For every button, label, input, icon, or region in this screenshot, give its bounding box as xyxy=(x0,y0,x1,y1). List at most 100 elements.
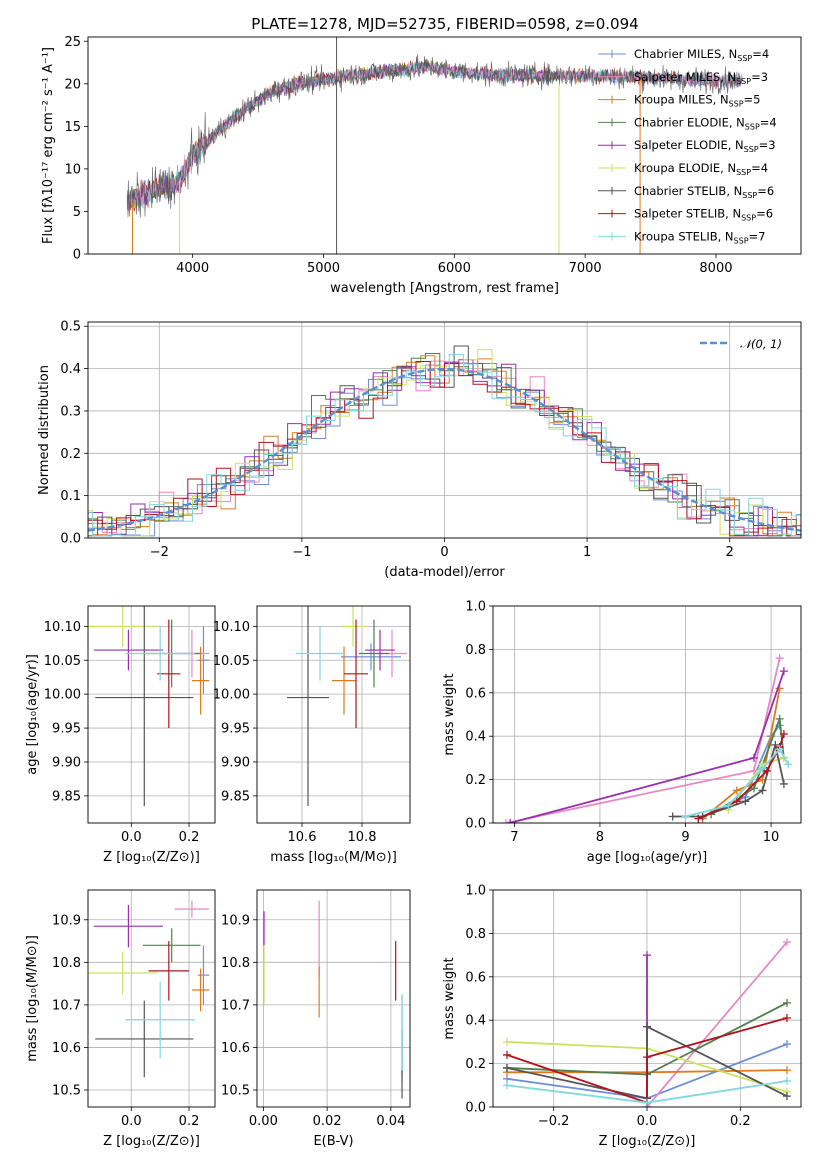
errorbar-kroupa-elodie xyxy=(88,951,158,995)
mass_vs_Z-frame xyxy=(87,889,216,1108)
errorbar-salpeter-stelib xyxy=(344,619,368,729)
mass_vs_Z-ytick-label: 10.8 xyxy=(52,956,81,971)
mass-vs-ebv-panel: 0.00 0.02 0.04 10.5 10.6 10.7 10.8 10.9 E(B-V) xyxy=(221,889,411,1149)
weights_vs_Z-ytick-label: 0.6 xyxy=(465,970,486,985)
residuals-xlabel: (data-model)/error xyxy=(384,565,505,580)
weight-point-chabrier-stelib xyxy=(771,740,780,749)
legend-label-kroupa-elodie: Kroupa ELODIE, NSSP=4 xyxy=(634,161,768,177)
spectrum-ytick-label: 0 xyxy=(73,248,81,263)
legend-subscript: SSP xyxy=(736,168,751,177)
mass_vs_Z-xtick-label: 0.0 xyxy=(121,1114,142,1129)
weight-point-kroupa-elodie xyxy=(503,1037,511,1046)
spectrum-xtick-label: 4000 xyxy=(176,261,209,276)
weight-point-salpeter-stelib xyxy=(783,1014,791,1023)
errorbar-salpeter-elodie xyxy=(365,629,395,671)
legend-count: =4 xyxy=(751,161,768,175)
mass_vs_ebv-ytick-label: 10.8 xyxy=(221,956,250,971)
age_vs_mass-xlabel: mass [log₁₀(M/M⊙)] xyxy=(270,850,397,865)
spectrum-frame xyxy=(87,36,802,255)
age_vs_Z-ytick-label: 9.85 xyxy=(52,789,81,804)
errorbar-kroupa-stelib xyxy=(296,626,344,681)
weight-point-kroupa-stelib xyxy=(503,1081,511,1090)
legend-normal-label: 𝒩(0, 1) xyxy=(740,337,782,351)
legend-text: Kroupa ELODIE, N xyxy=(634,161,736,175)
spectrum-xlabel: wavelength [Angstrom, rest frame] xyxy=(330,281,559,296)
weight-line-salpeter-miles xyxy=(646,941,788,1107)
legend-text: Salpeter ELODIE, N xyxy=(634,138,744,152)
weights_vs_age-ytick-label: 0.2 xyxy=(465,773,486,788)
weight-point-kroupa-stelib xyxy=(681,812,690,821)
errorbar-chabrier-stelib xyxy=(95,606,194,807)
histogram-salpeter-stelib xyxy=(88,361,801,537)
age_vs_Z-ylabel: age [log₁₀(age/yr)] xyxy=(25,654,40,775)
mass_vs_Z-ticks: 0.0 0.2 10.5 10.6 10.7 10.8 10.9 xyxy=(52,913,199,1129)
weight-point-salpeter-stelib xyxy=(694,814,703,823)
age_vs_Z-ytick-label: 10.05 xyxy=(44,654,81,669)
mass_vs_Z-errorbars xyxy=(88,900,210,1078)
weight-point-kroupa-miles xyxy=(732,786,741,795)
age_vs_Z-grid xyxy=(88,606,215,823)
errorbar-chabrier-miles xyxy=(197,945,210,1005)
age_vs_mass-ytick-label: 10.05 xyxy=(213,654,250,669)
legend-subscript: SSP xyxy=(744,145,759,154)
weight-point-chabrier-elodie xyxy=(783,998,791,1007)
weights_vs_age-xlabel: age [log₁₀(age/yr)] xyxy=(587,850,708,865)
weights_vs_Z-xtick-label: −0.2 xyxy=(538,1114,570,1129)
weights_vs_age-xtick-label: 9 xyxy=(681,830,689,845)
weight-point-salpeter-stelib xyxy=(643,1053,651,1062)
legend-label-salpeter-elodie: Salpeter ELODIE, NSSP=3 xyxy=(634,138,776,154)
weight-point-chabrier-stelib xyxy=(783,1092,791,1101)
errorbar-salpeter-elodie xyxy=(93,629,164,671)
mass_vs_ebv-ytick-label: 10.7 xyxy=(221,998,250,1013)
age_vs_Z-ytick-label: 9.90 xyxy=(52,755,81,770)
errorbar-chabrier-miles xyxy=(197,626,210,695)
residuals-ytick-label: 0.1 xyxy=(60,489,81,504)
legend-text: Chabrier MILES, N xyxy=(634,47,737,61)
weight-point-kroupa-stelib xyxy=(775,745,784,754)
age_vs_mass-frame xyxy=(256,605,411,824)
weights_vs_Z-frame xyxy=(492,889,802,1108)
residuals-ticks: −2 −1 0 1 2 0.0 0.1 0.2 0.3 0.4 0.5 xyxy=(60,320,734,560)
legend-count: =4 xyxy=(760,115,777,129)
legend-subscript: SSP xyxy=(729,100,744,109)
weight-point-chabrier-stelib xyxy=(643,1022,651,1031)
weights_vs_age-xtick-label: 7 xyxy=(510,830,518,845)
weight-point-salpeter-elodie xyxy=(779,667,788,676)
spectrum-xtick-label: 8000 xyxy=(699,261,732,276)
spectrum-ticks: 4000 5000 6000 7000 8000 0 5 10 15 20 25 xyxy=(64,35,732,276)
mass_vs_ebv-frame xyxy=(256,889,411,1108)
histogram-kroupa-stelib xyxy=(88,354,801,537)
legend-label-chabrier-stelib: Chabrier STELIB, NSSP=6 xyxy=(634,184,774,200)
residuals-ytick-label: 0.3 xyxy=(60,404,81,419)
mass_vs_Z-xlabel: Z [log₁₀(Z/Z⊙)] xyxy=(103,1134,200,1149)
legend-count: =5 xyxy=(744,93,761,107)
weight-point-salpeter-miles xyxy=(783,938,791,947)
legend-label-salpeter-miles: Salpeter MILES, NSSP=3 xyxy=(634,70,768,86)
weights_vs_Z-lines xyxy=(503,938,791,1107)
errorbar-chabrier-elodie xyxy=(359,619,389,688)
spectrum-ytick-label: 20 xyxy=(64,77,81,92)
weight-point-chabrier-elodie xyxy=(775,714,784,723)
age-vs-metallicity-panel: 0.0 0.2 9.85 9.90 9.95 10.00 10.05 10.10 Z [log₁… xyxy=(25,605,216,865)
mass_vs_ebv-xtick-label: 0.00 xyxy=(249,1114,278,1129)
weights_vs_Z-xlabel: Z [log₁₀(Z/Z⊙)] xyxy=(599,1134,696,1149)
weights_vs_Z-ticks: −0.2 0.0 0.2 0.0 0.2 0.4 0.6 0.8 1.0 xyxy=(465,884,750,1130)
histogram-salpeter-elodie xyxy=(88,359,801,537)
weights_vs_Z-ytick-label: 0.0 xyxy=(465,1101,486,1116)
legend-text: Chabrier ELODIE, N xyxy=(634,115,745,129)
residuals-panel: −2 −1 0 1 2 0.0 0.1 0.2 0.3 0.4 0.5 (data-model)/er… xyxy=(37,320,802,580)
age_vs_mass-xtick-label: 10.6 xyxy=(288,830,317,845)
weight-point-salpeter-stelib xyxy=(779,730,788,739)
normal-distribution-curve xyxy=(88,367,801,532)
weights_vs_age-ylabel: mass weight xyxy=(442,673,457,755)
residuals-ytick-label: 0.0 xyxy=(60,532,81,547)
errorbar-salpeter-stelib xyxy=(157,619,181,729)
weight-point-salpeter-stelib xyxy=(762,766,771,775)
weights_vs_Z-ytick-label: 0.8 xyxy=(465,927,486,942)
figure-title: PLATE=1278, MJD=52735, FIBERID=0598, z=0… xyxy=(251,15,638,33)
weight-line-kroupa-miles xyxy=(702,688,781,820)
weights_vs_Z-xtick-label: 0.2 xyxy=(730,1114,751,1129)
mass_vs_ebv-ticks: 0.00 0.02 0.04 10.5 10.6 10.7 10.8 10.9 xyxy=(221,913,405,1129)
mass_vs_Z-ytick-label: 10.6 xyxy=(52,1041,81,1056)
